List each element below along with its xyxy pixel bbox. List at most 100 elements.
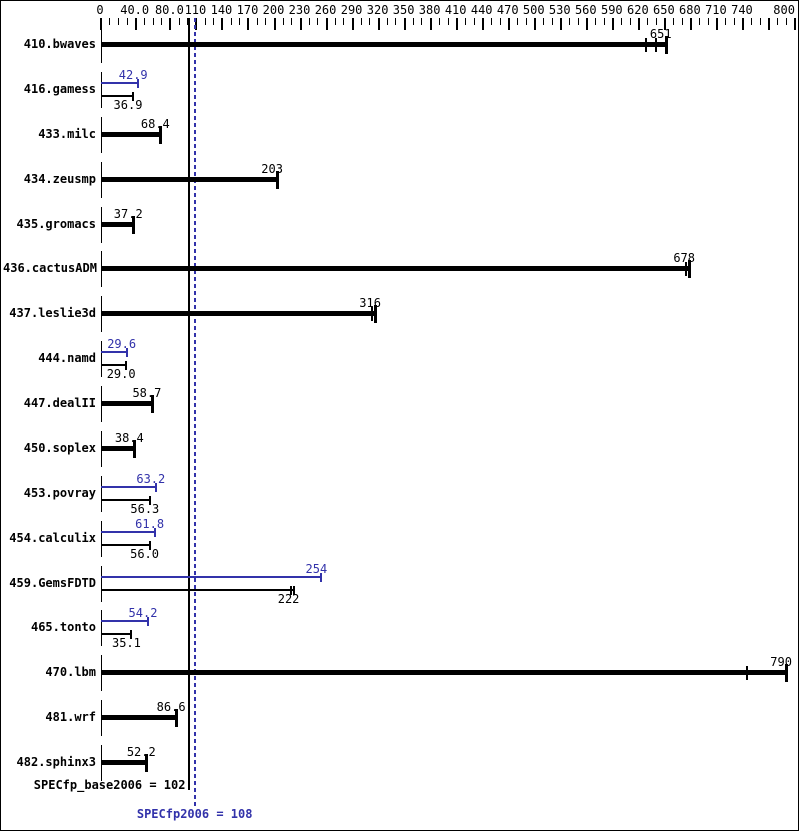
peak-bar-end-tick: [153, 527, 156, 537]
axis-tick: [629, 18, 631, 25]
axis-tick: [265, 18, 267, 25]
axis-tick: [438, 18, 440, 25]
axis-tick: [429, 18, 432, 30]
axis-tick: [239, 18, 241, 25]
benchmark-label: 454.calculix: [9, 530, 96, 545]
base-bar: [101, 401, 152, 406]
axis-tick: [204, 18, 206, 25]
axis-tick: [117, 18, 119, 25]
axis-tick: [655, 18, 657, 25]
axis-tick-label: 320: [366, 3, 389, 17]
axis-tick-label: 650: [653, 3, 675, 17]
base-bar: [101, 176, 278, 182]
base-bar-end-tick: [133, 439, 137, 458]
base-bar: [101, 221, 134, 227]
axis-tick: [542, 18, 544, 25]
axis-tick: [577, 18, 579, 25]
row-baseline: [101, 71, 102, 108]
axis-tick-label: 0: [96, 3, 104, 17]
peak-summary-text: SPECfp2006 = 108: [136, 807, 253, 821]
axis-tick: [282, 18, 284, 25]
axis-tick: [421, 18, 423, 25]
axis-tick-label: 470: [496, 3, 519, 17]
run-mark: [289, 585, 292, 595]
axis-tick: [585, 18, 588, 30]
base-bar-end-tick: [125, 361, 128, 371]
axis-tick: [161, 18, 163, 25]
axis-tick-label: 170: [236, 3, 259, 17]
axis-tick: [126, 18, 128, 25]
peak-value-label: 254: [305, 561, 328, 576]
benchmark-label: 410.bwaves: [23, 37, 96, 51]
axis-tick: [412, 18, 414, 25]
benchmark-label: 434.zeusmp: [23, 171, 96, 186]
axis-tick: [490, 18, 492, 25]
axis-tick: [759, 18, 761, 25]
axis-tick: [369, 18, 371, 25]
axis-tick: [325, 18, 328, 30]
benchmark-label: 465.tonto: [30, 620, 96, 635]
base-value-label: 316: [359, 296, 381, 311]
axis-tick-label: 500: [522, 3, 545, 17]
run-mark: [655, 38, 658, 52]
axis-tick-label: 560: [574, 3, 597, 17]
axis-tick: [741, 18, 744, 30]
axis-tick: [594, 18, 596, 25]
base-bar-end-tick: [785, 664, 789, 683]
base-bar-end-tick: [148, 540, 151, 550]
peak-bar: [101, 575, 322, 578]
run-mark: [684, 262, 687, 277]
axis-tick: [464, 18, 466, 25]
base-bar-end-tick: [132, 91, 134, 101]
axis-tick: [751, 18, 753, 25]
base-bar: [101, 498, 150, 501]
peak-bar: [101, 530, 155, 533]
axis-tick: [187, 18, 189, 25]
base-summary-text: SPECfp_base2006 = 102: [33, 778, 186, 792]
axis-tick-label: 530: [548, 3, 571, 17]
axis-tick: [699, 18, 701, 25]
base-bar-end-tick: [374, 305, 378, 324]
axis-tick: [621, 18, 622, 25]
base-value-label: 790: [770, 655, 792, 670]
axis-tick: [473, 18, 475, 25]
peak-bar: [101, 485, 156, 488]
base-value-label: 222: [277, 591, 300, 606]
axis-tick: [663, 18, 666, 30]
benchmark-label: 482.sphinx3: [16, 755, 96, 769]
axis-tick-label: 80.0: [154, 3, 184, 17]
axis-tick: [447, 18, 449, 25]
base-bar: [101, 364, 127, 367]
base-value-label: 678: [673, 251, 695, 266]
base-value-label: 29.0: [106, 367, 136, 382]
axis-tick: [725, 18, 727, 25]
benchmark-label: 447.dealII: [23, 396, 96, 410]
axis-tick: [481, 18, 484, 30]
peak-bar-end-tick: [137, 78, 140, 88]
run-mark: [746, 666, 749, 681]
axis-tick: [100, 18, 102, 30]
base-value-label: 36.9: [113, 97, 143, 112]
base-value-label: 56.3: [130, 501, 160, 516]
axis-tick: [317, 18, 319, 25]
axis-tick: [681, 18, 683, 25]
run-mark: [370, 307, 373, 322]
base-bar-end-tick: [688, 260, 692, 279]
row-baseline: [101, 520, 102, 557]
axis-tick: [143, 18, 145, 25]
axis-tick: [351, 18, 354, 30]
base-bar: [101, 588, 294, 591]
row-baseline: [101, 565, 102, 602]
peak-bar-end-tick: [147, 617, 150, 627]
benchmark-label: 436.cactusADM: [3, 261, 97, 276]
axis-tick-label: 230: [288, 3, 311, 17]
base-bar: [101, 543, 150, 546]
base-median-line: [188, 18, 191, 790]
base-bar: [101, 42, 666, 47]
axis-tick: [360, 18, 362, 25]
axis-tick: [611, 18, 614, 30]
axis-tick: [195, 18, 198, 30]
axis-tick-label: 290: [340, 3, 363, 17]
axis-tick: [673, 18, 675, 25]
base-bar-end-tick: [145, 754, 149, 772]
